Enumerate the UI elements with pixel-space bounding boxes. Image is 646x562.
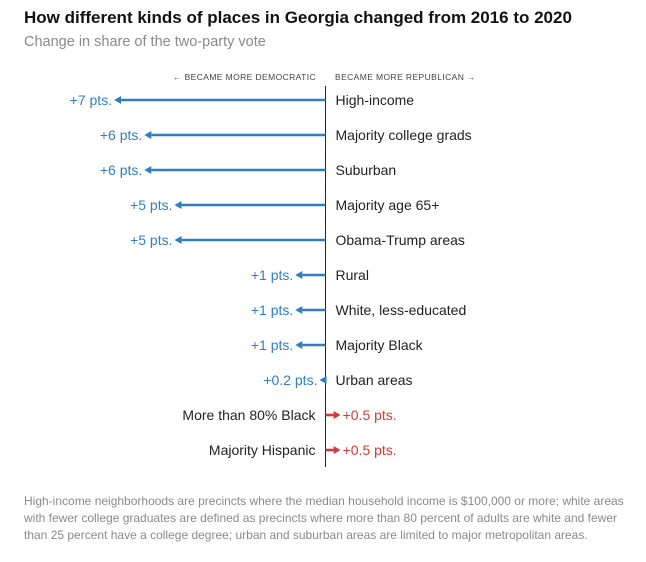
arrow-chart: ← BECAME MORE DEMOCRATIC BECAME MORE REP… xyxy=(70,72,476,467)
arrow-head-white-less-educated xyxy=(295,306,303,314)
category-label-majority-black: Majority Black xyxy=(336,337,424,353)
arrow-head-majority-college-grads xyxy=(144,131,152,139)
arrow-head-majority-hispanic xyxy=(333,446,341,454)
category-label-obama-trump-areas: Obama-Trump areas xyxy=(336,232,465,248)
category-label-majority-age-65: Majority age 65+ xyxy=(336,197,440,213)
more-democratic-header: ← BECAME MORE DEMOCRATIC xyxy=(173,72,316,82)
row-more-than-80-black: More than 80% Black +0.5 pts. xyxy=(182,407,396,423)
category-label-majority-college-grads: Majority college grads xyxy=(336,127,472,143)
value-label-more-than-80-black: +0.5 pts. xyxy=(343,407,397,423)
value-label-urban-areas: +0.2 pts. xyxy=(263,372,317,388)
chart-subtitle: Change in share of the two-party vote xyxy=(24,34,266,50)
row-rural: Rural +1 pts. xyxy=(251,267,369,283)
value-label-majority-college-grads: +6 pts. xyxy=(100,127,142,143)
footnote: High-income neighborhoods are precincts … xyxy=(24,494,624,542)
chart-title: How different kinds of places in Georgia… xyxy=(24,8,572,27)
row-obama-trump-areas: Obama-Trump areas +5 pts. xyxy=(130,232,465,248)
value-label-rural: +1 pts. xyxy=(251,267,293,283)
row-high-income: High-income +7 pts. xyxy=(70,92,415,108)
more-republican-header: BECAME MORE REPUBLICAN → xyxy=(335,72,476,82)
arrow-head-obama-trump-areas xyxy=(174,236,182,244)
arrow-head-majority-age-65 xyxy=(174,201,182,209)
value-label-majority-hispanic: +0.5 pts. xyxy=(343,442,397,458)
category-label-high-income: High-income xyxy=(336,92,415,108)
value-label-white-less-educated: +1 pts. xyxy=(251,302,293,318)
arrow-head-high-income xyxy=(114,96,122,104)
row-urban-areas: Urban areas +0.2 pts. xyxy=(263,372,412,388)
value-label-suburban: +6 pts. xyxy=(100,162,142,178)
arrow-head-urban-areas xyxy=(319,376,327,384)
row-suburban: Suburban +6 pts. xyxy=(100,162,396,178)
arrow-head-majority-black xyxy=(295,341,303,349)
arrow-head-suburban xyxy=(144,166,152,174)
value-label-majority-black: +1 pts. xyxy=(251,337,293,353)
category-label-white-less-educated: White, less-educated xyxy=(336,302,467,318)
value-label-high-income: +7 pts. xyxy=(70,92,112,108)
value-label-obama-trump-areas: +5 pts. xyxy=(130,232,172,248)
row-majority-age-65: Majority age 65+ +5 pts. xyxy=(130,197,439,213)
category-label-suburban: Suburban xyxy=(336,162,397,178)
value-label-majority-age-65: +5 pts. xyxy=(130,197,172,213)
category-label-rural: Rural xyxy=(336,267,369,283)
arrow-head-rural xyxy=(295,271,303,279)
category-label-more-than-80-black: More than 80% Black xyxy=(182,407,316,423)
category-label-majority-hispanic: Majority Hispanic xyxy=(209,442,316,458)
row-majority-hispanic: Majority Hispanic +0.5 pts. xyxy=(209,442,397,458)
row-majority-black: Majority Black +1 pts. xyxy=(251,337,424,353)
chart-rows: High-income +7 pts. Majority college grads… xyxy=(70,92,472,458)
row-majority-college-grads: Majority college grads +6 pts. xyxy=(100,127,472,143)
row-white-less-educated: White, less-educated +1 pts. xyxy=(251,302,466,318)
category-label-urban-areas: Urban areas xyxy=(336,372,413,388)
arrow-head-more-than-80-black xyxy=(333,411,341,419)
